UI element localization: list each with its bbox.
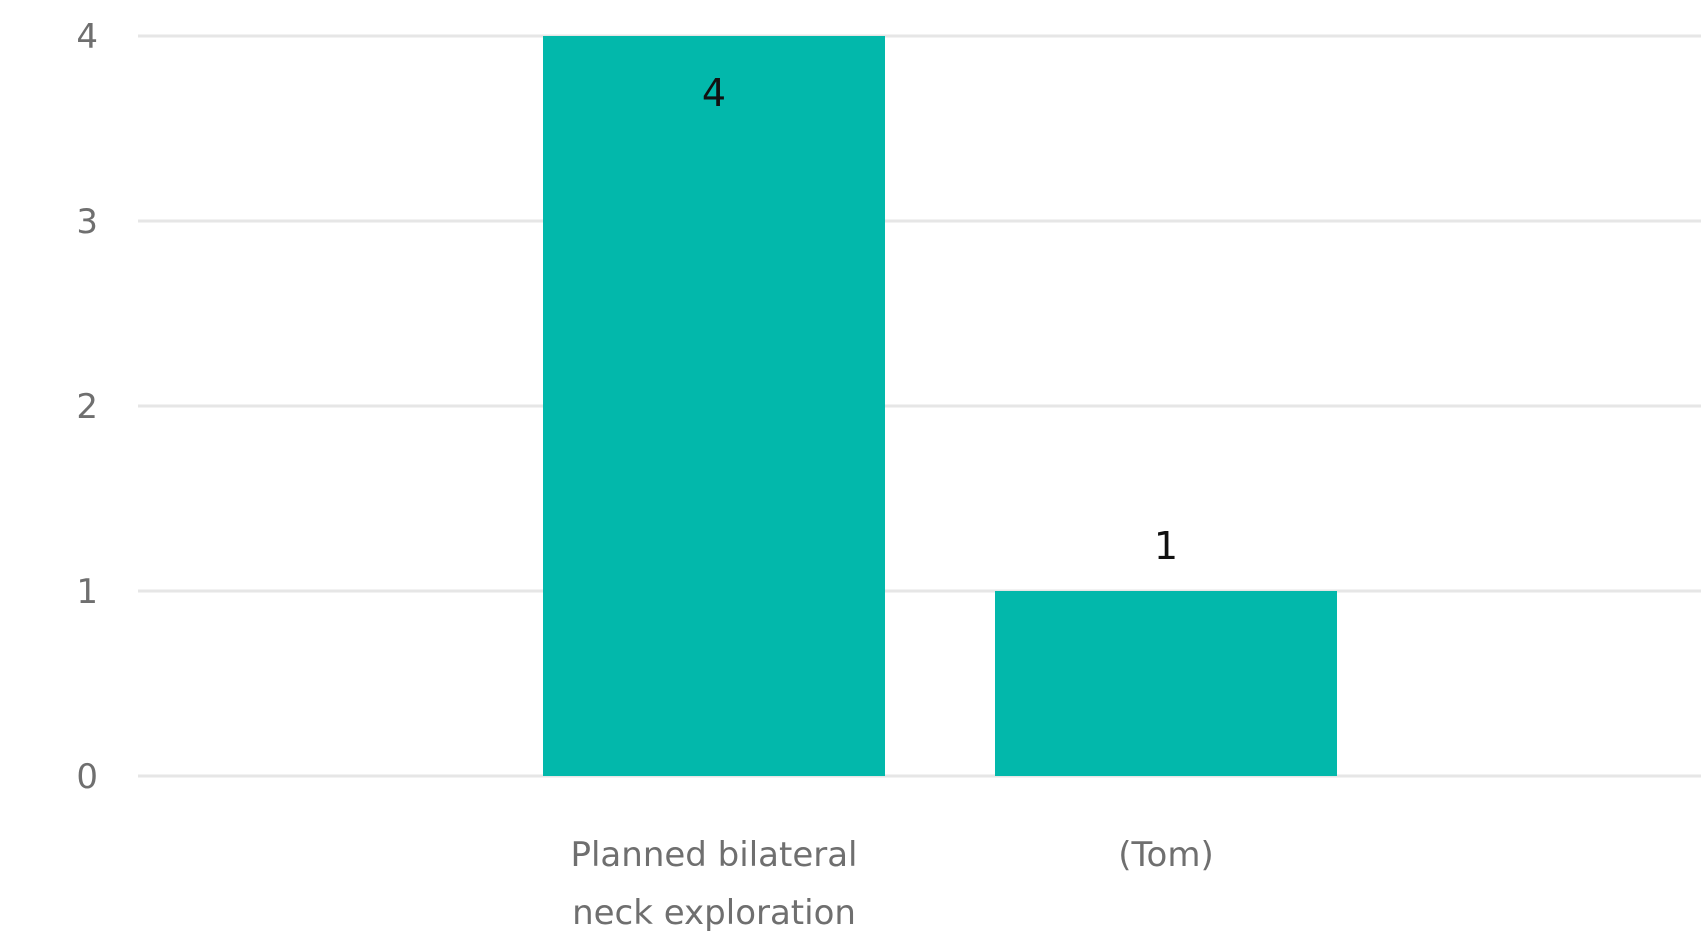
x-category-label-0: Planned bilateral neck exploration — [570, 835, 857, 933]
data-label-1: 1 — [1154, 524, 1178, 568]
x-category-label-line: Planned bilateral — [570, 835, 857, 875]
y-tick-label: 0 — [76, 757, 98, 797]
data-labels: 41 — [702, 71, 1178, 568]
gridlines — [138, 34, 1701, 778]
y-tick-label: 4 — [76, 17, 98, 57]
y-tick-label: 1 — [76, 572, 98, 612]
x-category-label-line: neck exploration — [572, 893, 856, 933]
y-tick-label: 3 — [76, 202, 98, 242]
x-category-label-1: (Tom) — [1118, 835, 1213, 875]
data-label-0: 4 — [702, 71, 726, 115]
y-axis-tick-labels: 0 1 2 3 4 — [76, 17, 98, 797]
y-tick-label: 2 — [76, 387, 98, 427]
x-axis-category-labels: Planned bilateral neck exploration (Tom) — [570, 835, 1213, 933]
bar-1[interactable] — [995, 591, 1337, 776]
x-category-label-line: (Tom) — [1118, 835, 1213, 875]
bars — [543, 36, 1337, 776]
bar-0[interactable] — [543, 36, 885, 776]
